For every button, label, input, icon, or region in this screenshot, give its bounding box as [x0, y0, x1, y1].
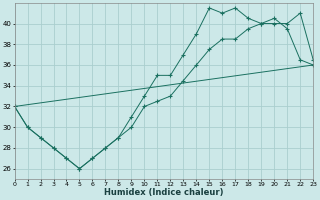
X-axis label: Humidex (Indice chaleur): Humidex (Indice chaleur): [104, 188, 224, 197]
